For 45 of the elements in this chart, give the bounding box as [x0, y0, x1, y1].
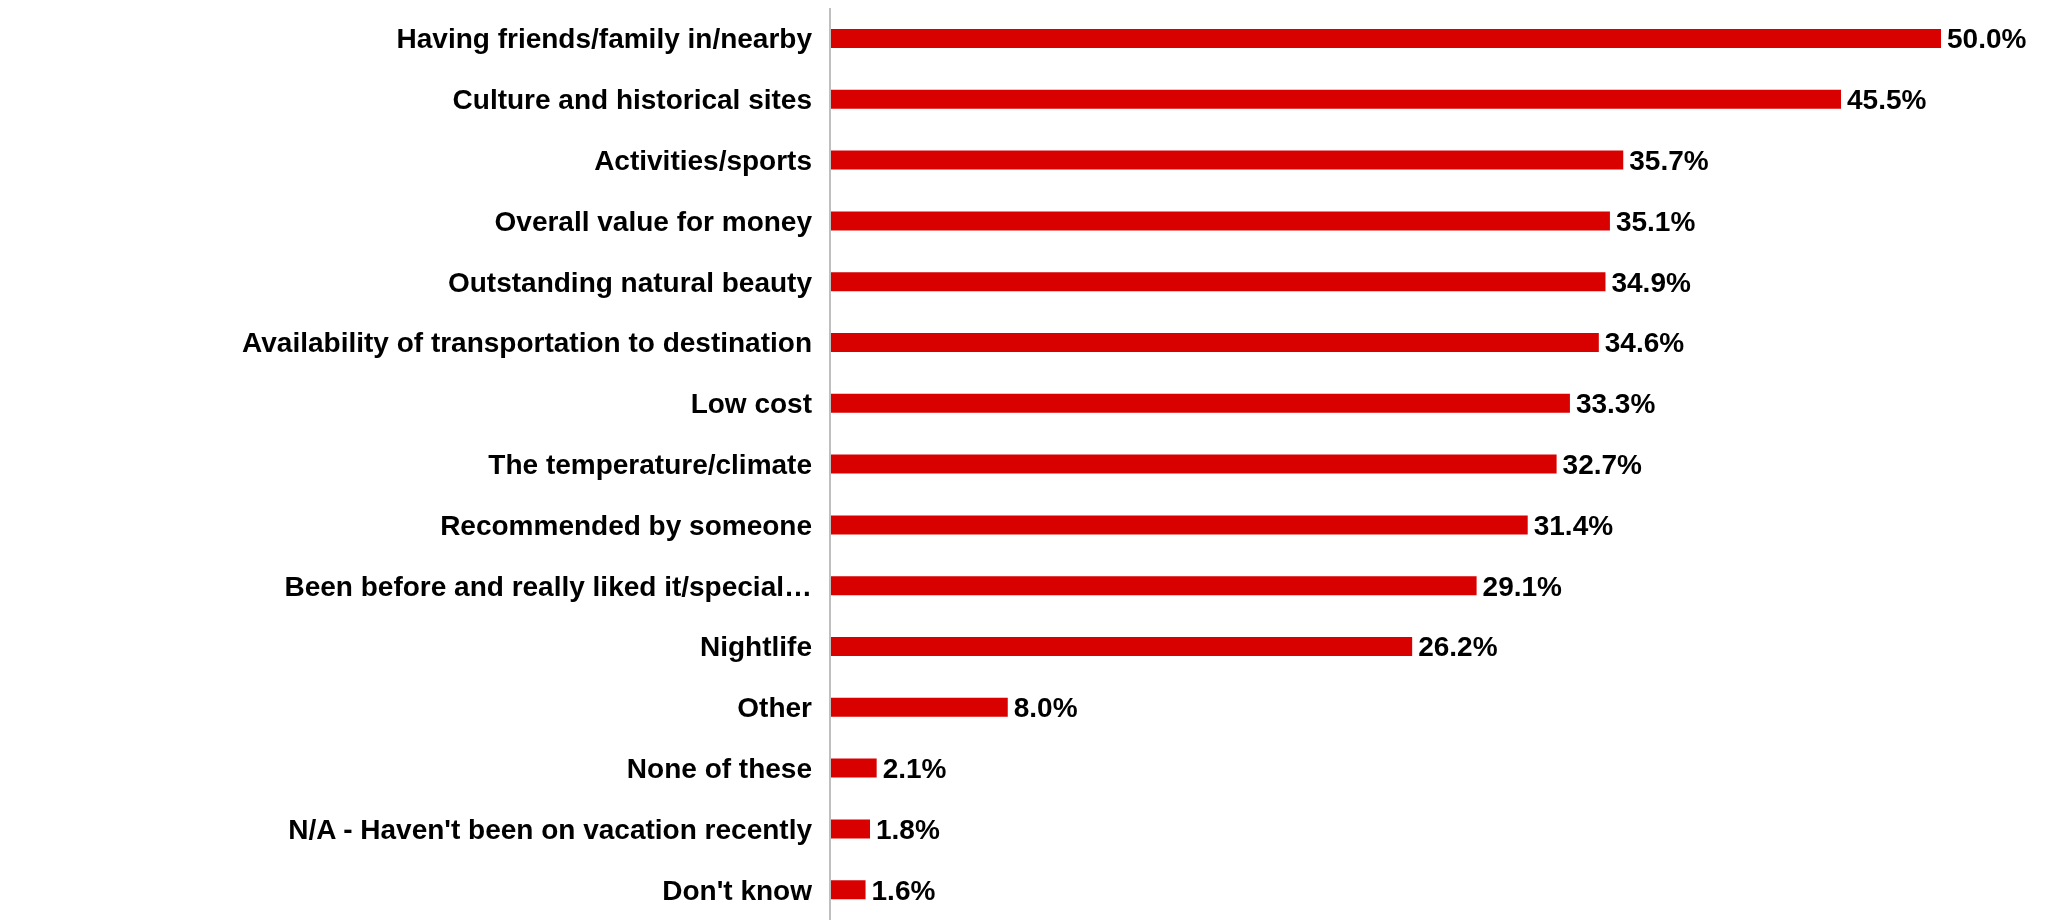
- data-label: 8.0%: [1013, 692, 1078, 724]
- data-label: 2.1%: [882, 753, 947, 785]
- data-label: 50.0%: [1947, 23, 2027, 55]
- y-tick-label: N/A - Haven't been on vacation recently: [288, 813, 813, 845]
- data-label: 29.1%: [1482, 570, 1563, 602]
- bar: [830, 454, 1557, 474]
- bar: [830, 758, 877, 778]
- y-tick-label: Recommended by someone: [440, 509, 812, 541]
- bar: [830, 393, 1570, 413]
- data-label: 33.3%: [1575, 388, 1656, 420]
- data-label: 1.8%: [876, 813, 940, 845]
- data-label: 35.7%: [1629, 145, 1709, 177]
- y-tick-label: Overall value for money: [494, 205, 813, 237]
- bar: [830, 150, 1624, 170]
- y-tick-label: None of these: [626, 752, 812, 784]
- y-tick-label: Other: [737, 692, 813, 724]
- bar: [830, 819, 870, 839]
- data-label: 34.6%: [1604, 327, 1685, 359]
- y-tick-label: Having friends/family in/nearby: [396, 23, 813, 55]
- bar: [830, 637, 1413, 656]
- y-tick-label: Activities/sports: [594, 144, 812, 176]
- bar: [830, 576, 1477, 596]
- data-label: 45.5%: [1847, 84, 1927, 116]
- bar: [830, 272, 1606, 292]
- bar: [830, 697, 1008, 717]
- y-tick-label: Low cost: [690, 388, 812, 420]
- bar: [830, 89, 1842, 109]
- y-tick-label: Outstanding natural beauty: [447, 266, 813, 298]
- bar: [830, 333, 1599, 352]
- y-tick-label: Don't know: [662, 874, 813, 906]
- data-label: 26.2%: [1418, 631, 1498, 663]
- data-label: 35.1%: [1615, 205, 1696, 237]
- bar: [830, 211, 1610, 231]
- data-label: 31.4%: [1533, 509, 1614, 541]
- y-tick-label: The temperature/climate: [488, 448, 812, 480]
- bar: [830, 29, 1941, 48]
- bar: [830, 515, 1528, 535]
- data-label: 1.6%: [871, 874, 936, 906]
- data-label: 34.9%: [1611, 266, 1691, 298]
- data-label: 32.7%: [1562, 449, 1643, 481]
- y-tick-label: Availability of transportation to destination: [242, 327, 812, 359]
- y-tick-label: Culture and historical sites: [452, 84, 812, 116]
- y-tick-label: Been before and really liked it/special…: [284, 570, 812, 602]
- bar: [830, 880, 866, 900]
- y-tick-label: Nightlife: [700, 631, 812, 663]
